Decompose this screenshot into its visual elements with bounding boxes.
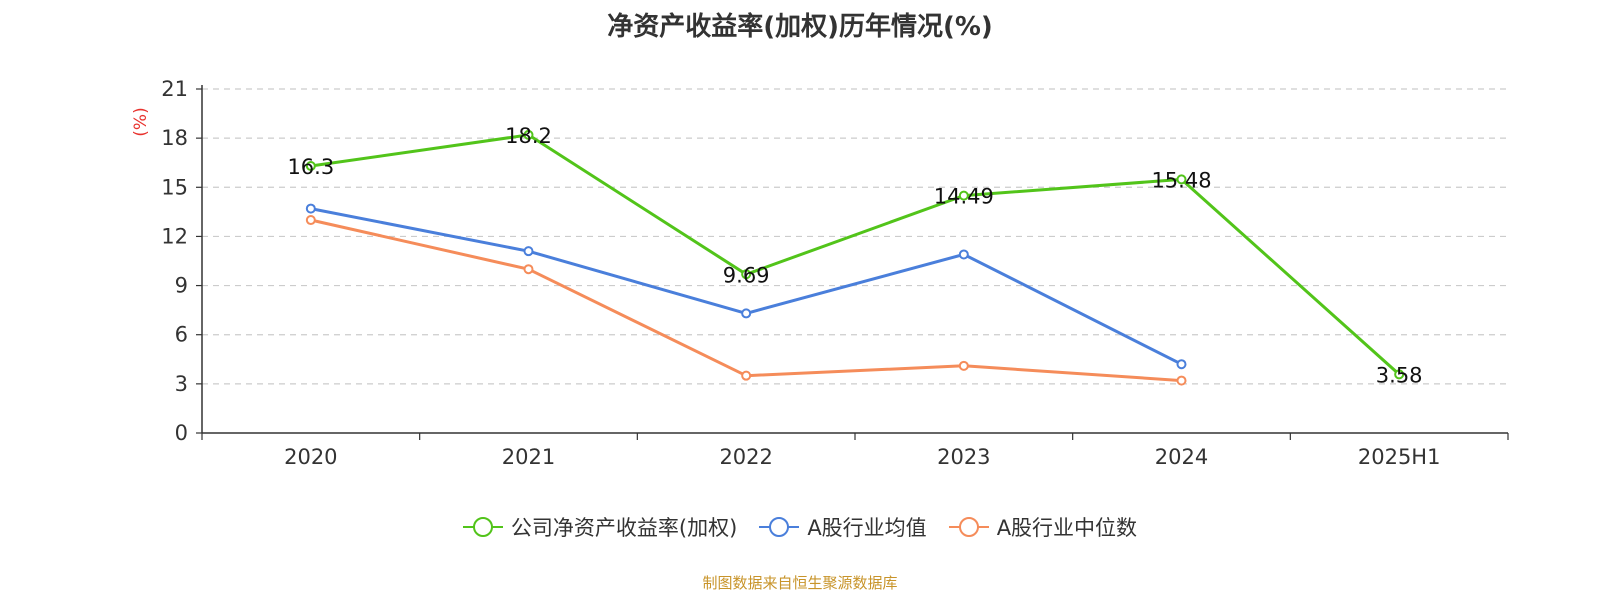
legend-label: 公司净资产收益率(加权) (510, 516, 738, 540)
y-tick-label: 0 (175, 421, 188, 445)
y-tick-label: 6 (175, 323, 188, 347)
series-line-0 (310, 133, 1401, 376)
legend-label: A股行业中位数 (996, 516, 1138, 540)
data-point (305, 215, 316, 226)
data-point (741, 308, 752, 319)
data-point (958, 190, 969, 201)
data-point (1176, 359, 1187, 370)
y-tick-label: 21 (161, 77, 188, 101)
legend-label: A股行业均值 (807, 516, 927, 540)
legend-item-industry-mean[interactable]: A股行业均值 (759, 512, 927, 542)
x-tick-label: 2021 (502, 445, 555, 469)
series-line-2 (310, 218, 1182, 383)
y-tick-label: 15 (161, 175, 188, 199)
data-point (523, 129, 534, 140)
data-point (741, 269, 752, 280)
data-point (523, 246, 534, 257)
x-tick-label: 2020 (284, 445, 337, 469)
data-point (958, 360, 969, 371)
legend-marker-icon (462, 517, 503, 537)
chart-legend: 公司净资产收益率(加权) A股行业均值 A股行业中位数 (0, 512, 1600, 542)
data-label: 16.3 (287, 155, 334, 179)
y-tick-label: 18 (161, 126, 188, 150)
data-point (305, 160, 316, 171)
data-point (741, 370, 752, 381)
y-tick-label: 9 (175, 274, 188, 298)
data-point (958, 249, 969, 260)
y-tick-label: 12 (161, 224, 188, 248)
data-label: 3.58 (1376, 363, 1423, 387)
y-axis-unit: (%) (131, 107, 151, 136)
x-tick-label: 2024 (1155, 445, 1208, 469)
data-label: 14.49 (934, 185, 994, 209)
data-point (1394, 369, 1405, 380)
x-tick-label: 2025H1 (1358, 445, 1441, 469)
chart-title: 净资产收益率(加权)历年情况(%) (607, 12, 993, 42)
legend-marker-icon (948, 517, 989, 537)
data-label: 15.48 (1151, 168, 1211, 192)
legend-marker-icon (759, 517, 800, 537)
data-point (1176, 375, 1187, 386)
data-label: 9.69 (723, 263, 770, 287)
legend-item-company-roe[interactable]: 公司净资产收益率(加权) (462, 512, 738, 542)
x-tick-label: 2023 (937, 445, 990, 469)
y-tick-label: 3 (175, 372, 188, 396)
data-point (305, 203, 316, 214)
data-point (1176, 174, 1187, 185)
data-label: 18.2 (505, 124, 552, 148)
data-point (523, 264, 534, 275)
legend-item-industry-median[interactable]: A股行业中位数 (948, 512, 1138, 542)
x-tick-label: 2022 (719, 445, 772, 469)
source-note: 制图数据来自恒生聚源数据库 (702, 574, 898, 592)
